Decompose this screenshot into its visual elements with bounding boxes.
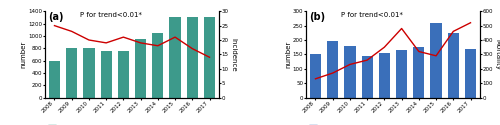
Bar: [186, 17, 198, 98]
Text: P for trend<0.01*: P for trend<0.01*: [341, 12, 402, 18]
Y-axis label: number: number: [21, 41, 27, 68]
Bar: [135, 39, 146, 98]
Bar: [396, 50, 407, 98]
Bar: [310, 54, 321, 98]
Text: (b): (b): [310, 12, 326, 22]
Bar: [413, 47, 424, 98]
Bar: [100, 51, 112, 98]
Bar: [84, 48, 94, 98]
Bar: [49, 60, 60, 98]
Bar: [344, 46, 356, 98]
Bar: [118, 51, 129, 98]
Bar: [465, 49, 476, 98]
Y-axis label: number: number: [286, 41, 292, 68]
Bar: [204, 17, 215, 98]
Bar: [430, 23, 442, 98]
Bar: [66, 48, 78, 98]
Bar: [327, 42, 338, 98]
Bar: [152, 33, 164, 98]
Bar: [170, 17, 180, 98]
Bar: [379, 53, 390, 98]
Text: P for trend<0.01*: P for trend<0.01*: [80, 12, 142, 18]
Bar: [448, 33, 459, 98]
Y-axis label: Mortality: Mortality: [494, 39, 500, 70]
Bar: [362, 56, 373, 98]
Y-axis label: Incidence: Incidence: [230, 38, 236, 71]
Text: (a): (a): [48, 12, 64, 22]
